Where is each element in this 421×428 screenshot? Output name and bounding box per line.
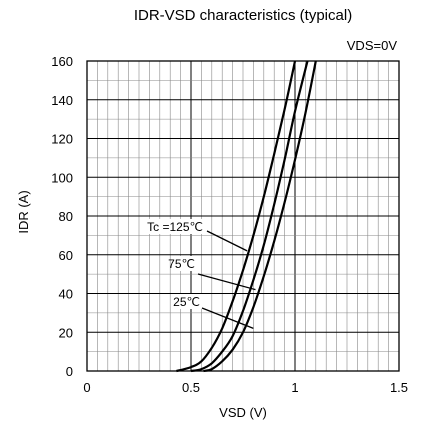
annotation-label: 75℃ [168, 257, 195, 271]
series-line-1 [190, 60, 309, 373]
y-tick-label: 40 [59, 287, 73, 302]
annotation-background [143, 219, 205, 234]
x-tick-label: 0.5 [182, 380, 200, 395]
y-tick-label: 140 [51, 93, 73, 108]
series-line-0 [176, 60, 297, 373]
annotations: Tc =125℃ 75℃ 25℃ [143, 219, 256, 329]
annotation-background [176, 294, 202, 309]
annotation-label: Tc =125℃ [147, 220, 203, 234]
x-tick-label: 0 [83, 380, 90, 395]
annotation-leader-line [201, 307, 254, 329]
y-tick-label: 120 [51, 132, 73, 147]
x-axis-label: VSD (V) [219, 405, 267, 420]
annotation-label: 25℃ [173, 295, 200, 309]
y-axis-ticks: 0 20 40 60 80 100 120 140 160 [51, 54, 73, 379]
x-axis-ticks: 0 0.5 1 1.5 [83, 380, 408, 395]
x-tick-label: 1.5 [390, 380, 408, 395]
y-axis-label: IDR (A) [16, 190, 31, 233]
annotation-background [171, 256, 197, 271]
annotation-leader-line [206, 230, 248, 252]
series-curves [176, 60, 317, 373]
series-line-2 [203, 60, 317, 373]
y-tick-label: 20 [59, 325, 73, 340]
y-tick-label: 60 [59, 248, 73, 263]
y-tick-label: 80 [59, 209, 73, 224]
plot-frame [86, 60, 400, 372]
chart-subtitle: VDS=0V [347, 38, 398, 53]
x-tick-label: 1 [291, 380, 298, 395]
y-tick-label: 100 [51, 170, 73, 185]
chart-title: IDR-VSD characteristics (typical) [134, 7, 352, 24]
annotation-leader-line [197, 273, 256, 291]
y-tick-label: 160 [51, 54, 73, 69]
y-tick-label: 0 [66, 364, 73, 379]
